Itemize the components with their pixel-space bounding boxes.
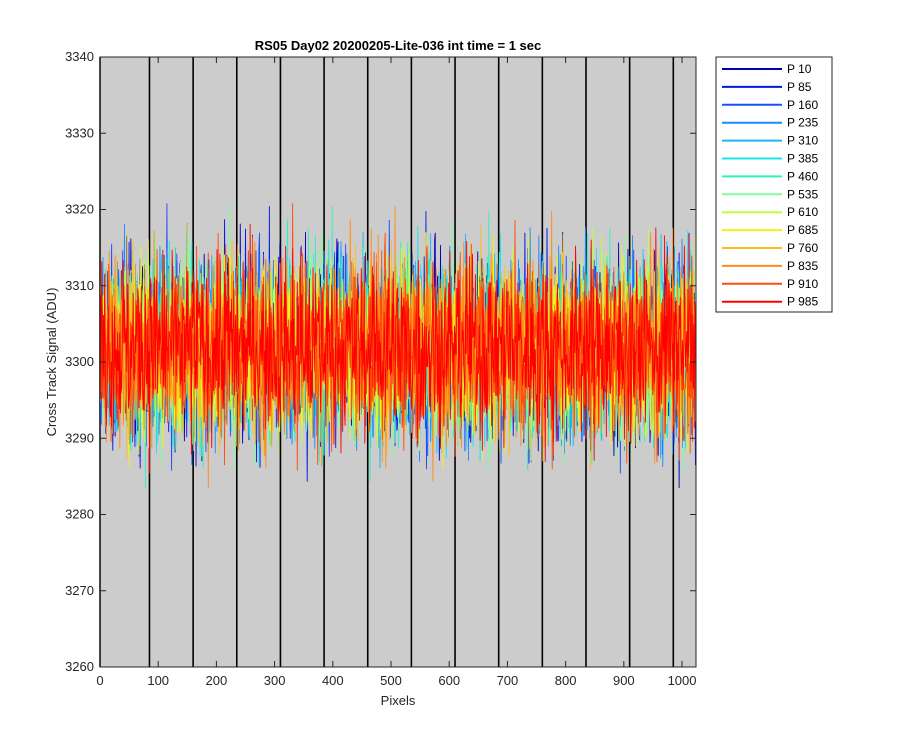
legend: P 10 P 85 P 160 P 235 P 310 P 385 P 460 P 535 P … bbox=[715, 56, 833, 313]
y-tick-label: 3270 bbox=[65, 583, 94, 598]
legend-label: P 535 bbox=[787, 187, 818, 201]
legend-label: P 910 bbox=[787, 277, 818, 291]
legend-label: P 460 bbox=[787, 169, 818, 183]
legend-label: P 685 bbox=[787, 223, 818, 237]
x-tick-label: 300 bbox=[264, 673, 286, 688]
x-tick-label: 700 bbox=[497, 673, 519, 688]
y-tick-label: 3280 bbox=[65, 507, 94, 522]
legend-label: P 85 bbox=[787, 80, 812, 94]
legend-label: P 610 bbox=[787, 205, 818, 219]
chart-title: RS05 Day02 20200205-Lite-036 int time = … bbox=[255, 38, 542, 53]
x-axis: 0 100 200 300 400 500 600 700 800 900 1000 bbox=[96, 57, 696, 688]
y-tick-label: 3290 bbox=[65, 430, 94, 445]
y-tick-label: 3300 bbox=[65, 354, 94, 369]
y-axis: 3260 3270 3280 3290 3300 3310 3320 3330 3340 bbox=[65, 49, 696, 674]
legend-label: P 310 bbox=[787, 134, 818, 148]
legend-box bbox=[715, 56, 833, 313]
x-tick-label: 800 bbox=[555, 673, 577, 688]
y-tick-label: 3260 bbox=[65, 659, 94, 674]
x-tick-label: 100 bbox=[147, 673, 169, 688]
x-tick-label: 0 bbox=[96, 673, 103, 688]
legend-label: P 835 bbox=[787, 259, 818, 273]
x-tick-label: 200 bbox=[206, 673, 228, 688]
x-tick-label: 500 bbox=[380, 673, 402, 688]
y-tick-label: 3320 bbox=[65, 202, 94, 217]
series-traces bbox=[99, 203, 697, 489]
legend-label: P 385 bbox=[787, 152, 818, 166]
y-axis-label: Cross Track Signal (ADU) bbox=[44, 288, 59, 437]
x-tick-label: 600 bbox=[438, 673, 460, 688]
y-tick-label: 3310 bbox=[65, 278, 94, 293]
legend-label: P 235 bbox=[787, 116, 818, 130]
legend-label: P 10 bbox=[787, 62, 812, 76]
y-tick-label: 3340 bbox=[65, 49, 94, 64]
series-line-p910 bbox=[99, 203, 697, 471]
y-tick-label: 3330 bbox=[65, 125, 94, 140]
legend-label: P 985 bbox=[787, 295, 818, 309]
x-tick-label: 900 bbox=[613, 673, 635, 688]
x-tick-label: 400 bbox=[322, 673, 344, 688]
series-line-p985 bbox=[99, 223, 697, 474]
x-tick-label: 1000 bbox=[668, 673, 697, 688]
legend-label: P 760 bbox=[787, 241, 818, 255]
legend-label: P 160 bbox=[787, 98, 818, 112]
x-axis-label: Pixels bbox=[381, 693, 416, 708]
